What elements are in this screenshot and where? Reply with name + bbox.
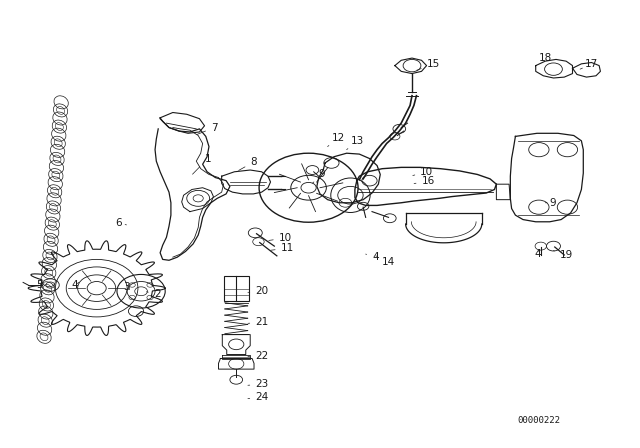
- Text: 4: 4: [71, 280, 79, 290]
- Text: 00000222: 00000222: [517, 416, 561, 426]
- Text: 2: 2: [147, 289, 161, 299]
- Text: 24: 24: [248, 392, 269, 402]
- Text: 9: 9: [545, 198, 556, 208]
- Text: 1: 1: [193, 154, 211, 174]
- Text: 11: 11: [271, 243, 294, 253]
- Text: 22: 22: [248, 351, 269, 361]
- Text: 23: 23: [248, 379, 269, 389]
- Text: 6: 6: [116, 218, 127, 228]
- Text: 13: 13: [347, 136, 364, 150]
- Bar: [223, 276, 249, 302]
- Text: 7: 7: [197, 123, 218, 134]
- Text: 4: 4: [365, 252, 379, 262]
- Text: 18: 18: [539, 53, 552, 63]
- Text: 19: 19: [554, 250, 573, 260]
- Text: 17: 17: [580, 59, 598, 69]
- Text: 12: 12: [328, 133, 345, 146]
- Text: 10: 10: [269, 233, 292, 243]
- Text: 9: 9: [312, 169, 325, 183]
- Text: 14: 14: [376, 256, 396, 267]
- Text: 4: 4: [534, 249, 541, 259]
- Text: 20: 20: [248, 286, 268, 296]
- Text: 16: 16: [414, 176, 435, 185]
- Text: 5: 5: [36, 280, 44, 290]
- Text: 8: 8: [239, 157, 257, 170]
- Text: 3: 3: [124, 282, 130, 292]
- Text: 15: 15: [417, 59, 440, 70]
- Text: 10: 10: [413, 167, 433, 177]
- Text: 21: 21: [248, 317, 269, 327]
